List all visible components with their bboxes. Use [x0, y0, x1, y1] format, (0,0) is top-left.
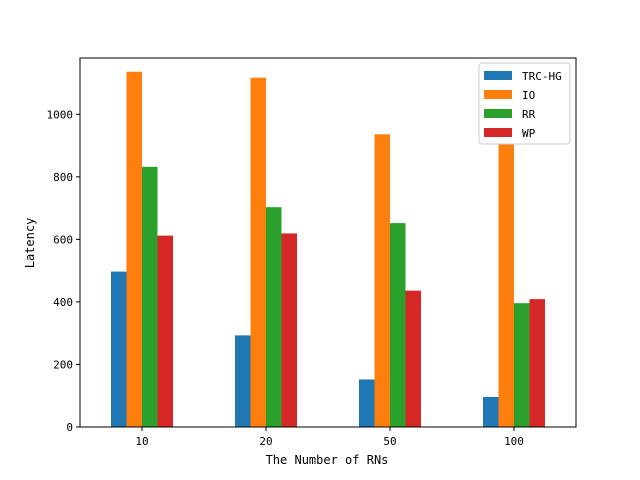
bar-trc-hg-10 — [111, 271, 127, 427]
y-tick-label: 1000 — [47, 108, 74, 121]
bar-io-10 — [126, 71, 142, 427]
x-tick-label: 20 — [259, 435, 272, 448]
legend: TRC-HG IO RR WP — [478, 62, 571, 145]
bar-wp-50 — [405, 290, 421, 427]
legend-swatch-trc-hg — [484, 71, 512, 80]
bar-io-100 — [498, 144, 514, 427]
x-tick-label: 10 — [135, 435, 148, 448]
y-axis-label: Latency — [23, 218, 37, 269]
bar-rr-20 — [266, 207, 282, 427]
bar-wp-10 — [157, 235, 173, 427]
bar-rr-50 — [390, 223, 406, 427]
y-tick-label: 600 — [53, 233, 73, 246]
bar-io-50 — [374, 134, 390, 427]
bar-rr-100 — [514, 303, 530, 427]
y-tick-label: 0 — [66, 421, 73, 434]
bar-trc-hg-100 — [483, 396, 499, 427]
bars-layer — [111, 71, 545, 428]
y-tick-label: 200 — [53, 358, 73, 371]
legend-label-rr: RR — [522, 108, 536, 121]
x-axis: 10 20 50 100 — [135, 427, 524, 448]
bar-trc-hg-20 — [235, 335, 251, 427]
y-axis: 0 200 400 600 800 1000 — [47, 108, 80, 434]
legend-box — [478, 62, 571, 145]
bar-trc-hg-50 — [359, 379, 375, 427]
legend-label-wp: WP — [522, 127, 536, 140]
legend-label-trc-hg: TRC-HG — [522, 70, 562, 83]
legend-swatch-io — [484, 90, 512, 99]
legend-label-io: IO — [522, 89, 535, 102]
x-tick-label: 100 — [504, 435, 524, 448]
bar-rr-10 — [142, 166, 158, 427]
plot-frame — [79, 57, 577, 428]
y-tick-label: 800 — [53, 171, 73, 184]
legend-swatch-rr — [484, 109, 512, 118]
bar-wp-100 — [529, 299, 545, 427]
bar-io-20 — [250, 77, 266, 428]
legend-swatch-wp — [484, 128, 512, 137]
x-tick-label: 50 — [383, 435, 396, 448]
bar-wp-20 — [281, 233, 297, 427]
x-axis-label: The Number of RNs — [266, 453, 389, 467]
y-tick-label: 400 — [53, 296, 73, 309]
